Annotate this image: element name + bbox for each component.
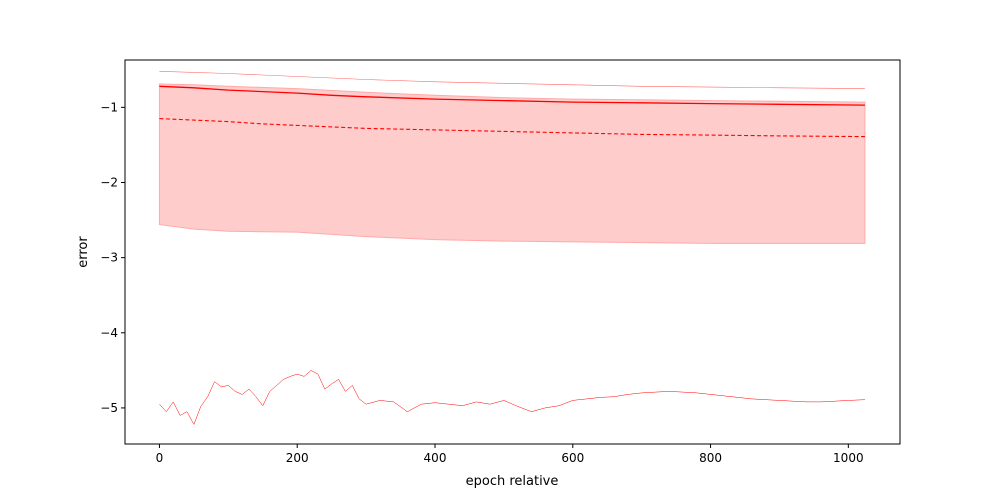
plot-area	[158, 71, 866, 426]
y-tick-label: −1	[100, 100, 118, 114]
series-line-solid	[159, 85, 865, 106]
series-line-thin-lower	[159, 370, 865, 426]
x-tick-label: 0	[156, 451, 164, 465]
x-tick-label: 200	[286, 451, 309, 465]
x-tick-label: 1000	[833, 451, 864, 465]
x-tick-label: 400	[424, 451, 447, 465]
series-line-thin-upper	[159, 71, 865, 89]
x-tick-label: 600	[561, 451, 584, 465]
y-tick-label: −5	[100, 401, 118, 415]
y-axis: −1 −2 −3 −4 −5	[100, 100, 125, 415]
axes-frame	[124, 59, 901, 445]
y-tick-label: −3	[100, 251, 118, 265]
y-axis-label: error	[76, 236, 91, 268]
x-tick-label: 800	[699, 451, 722, 465]
y-tick-label: −2	[100, 175, 118, 189]
series-line-dashed	[159, 118, 865, 138]
x-axis: 0 200 400 600 800 1000	[156, 444, 864, 465]
confidence-band	[158, 83, 866, 244]
x-axis-label: epoch relative	[466, 474, 559, 489]
y-tick-label: −4	[100, 326, 118, 340]
